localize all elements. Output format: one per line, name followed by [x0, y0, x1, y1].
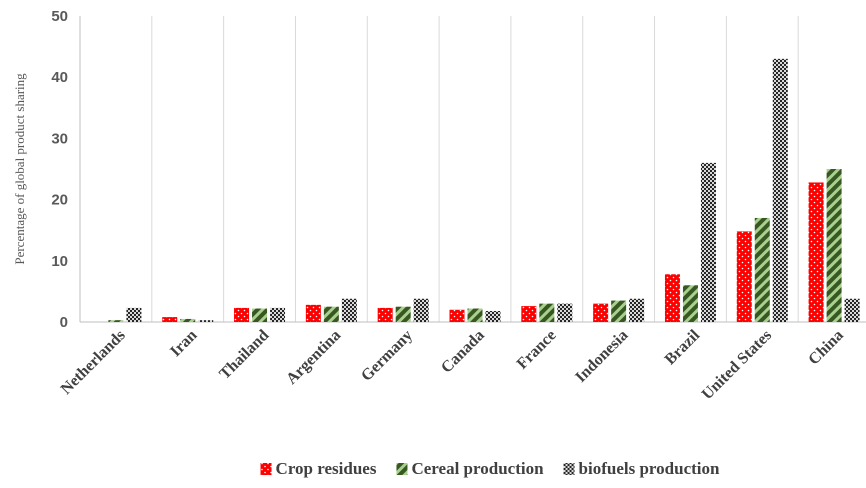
- y-tick-label: 10: [51, 253, 68, 270]
- legend-item: Cereal production: [396, 459, 544, 478]
- bar-cereal-production: [539, 303, 555, 322]
- bar-cereal-production: [611, 300, 627, 322]
- bar-cereal-production: [108, 320, 124, 322]
- bar-crop-residues: [808, 182, 824, 322]
- bar-biofuels-production: [198, 320, 214, 322]
- x-category-labels: Netherlands Iran Thailand Argentina Germany C…: [58, 326, 847, 403]
- x-category-label: United States: [699, 327, 775, 403]
- bar-crop-residues: [521, 306, 537, 322]
- bar-crop-residues: [162, 317, 178, 322]
- bar-crop-residues: [234, 307, 250, 322]
- bar-cereal-production: [252, 308, 268, 322]
- bar-biofuels-production: [341, 298, 357, 322]
- bar-cereal-production: [826, 169, 842, 322]
- bar-biofuels-production: [844, 298, 860, 322]
- bar-crop-residues: [593, 303, 609, 322]
- legend: Crop residues Cereal production biofuels p…: [260, 459, 720, 478]
- x-category-label: Germany: [358, 327, 416, 385]
- bar-biofuels-production: [772, 58, 788, 323]
- bar-cereal-production: [754, 217, 770, 322]
- legend-label: biofuels production: [579, 459, 720, 478]
- x-category-label: Canada: [438, 327, 488, 377]
- bar-biofuels-production: [557, 303, 573, 322]
- legend-swatch: [260, 463, 272, 475]
- bar-crop-residues: [449, 309, 465, 322]
- bar-biofuels-production: [270, 307, 286, 322]
- legend-label: Cereal production: [411, 459, 544, 478]
- bar-biofuels-production: [700, 162, 716, 322]
- legend-swatch: [563, 463, 575, 475]
- bar-biofuels-production: [629, 298, 645, 322]
- y-tick-label: 50: [51, 8, 68, 25]
- bar-biofuels-production: [126, 307, 142, 322]
- y-tick-label: 20: [51, 192, 68, 209]
- legend-item: biofuels production: [563, 459, 720, 478]
- y-tick-labels: 0 10 20 30 40 50: [51, 8, 68, 331]
- grid-lines: [79, 16, 799, 322]
- y-tick-label: 0: [60, 314, 68, 331]
- bar-biofuels-production: [485, 310, 501, 322]
- legend-swatch: [396, 463, 408, 475]
- bar-cereal-production: [323, 306, 339, 322]
- x-category-label: Brazil: [662, 326, 704, 368]
- bars: [108, 58, 860, 323]
- bar-crop-residues: [305, 304, 321, 322]
- y-tick-label: 40: [51, 69, 68, 86]
- bar-cereal-production: [180, 318, 196, 322]
- x-category-label: Iran: [167, 327, 200, 360]
- x-category-label: Netherlands: [58, 327, 129, 398]
- bar-crop-residues: [664, 274, 680, 322]
- x-category-label: France: [514, 327, 560, 373]
- x-category-label: Indonesia: [572, 327, 631, 386]
- bar-cereal-production: [395, 306, 411, 322]
- y-tick-label: 30: [51, 130, 68, 147]
- y-axis-label: Percentage of global product sharing: [12, 73, 27, 265]
- bar-cereal-production: [682, 285, 698, 322]
- bar-biofuels-production: [413, 298, 429, 322]
- bar-crop-residues: [736, 231, 752, 322]
- legend-label: Crop residues: [276, 459, 377, 478]
- x-category-label: China: [805, 327, 847, 369]
- x-category-label: Thailand: [216, 327, 272, 383]
- x-category-label: Argentina: [283, 327, 344, 388]
- bar-crop-residues: [377, 307, 393, 322]
- bar-cereal-production: [467, 308, 483, 322]
- legend-item: Crop residues: [260, 459, 377, 478]
